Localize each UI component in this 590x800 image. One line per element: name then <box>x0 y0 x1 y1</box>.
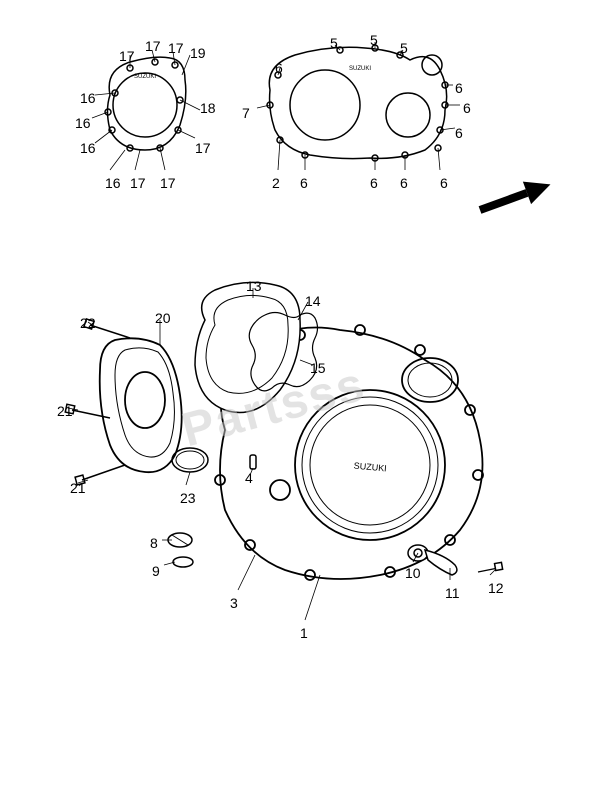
callout-number: 19 <box>190 45 206 61</box>
callout-number: 10 <box>405 565 421 581</box>
callout-number: 22 <box>80 315 96 331</box>
filler-cap <box>168 533 193 567</box>
callout-number: 16 <box>80 140 96 156</box>
callout-number: 6 <box>300 175 308 191</box>
bracket <box>100 338 182 472</box>
callout-number: 11 <box>445 585 460 601</box>
callout-number: 23 <box>180 490 196 506</box>
callout-number: 6 <box>440 175 448 191</box>
callout-number: 4 <box>245 470 253 486</box>
svg-text:SUZUKI: SUZUKI <box>349 66 371 72</box>
callout-number: 17 <box>119 48 135 64</box>
secondary-cover <box>195 282 300 412</box>
callout-number: 9 <box>152 563 160 579</box>
callout-number: 6 <box>275 60 283 76</box>
callout-number: 21 <box>57 403 73 419</box>
callout-number: 16 <box>75 115 91 131</box>
callout-number: 6 <box>463 100 471 116</box>
callout-number: 6 <box>455 125 463 141</box>
svg-text:SUZUKI: SUZUKI <box>134 74 156 80</box>
callout-number: 21 <box>70 480 86 496</box>
callout-number: 5 <box>370 32 378 48</box>
parts-diagram-container: SUZUKI SUZUKI <box>0 0 590 800</box>
callout-number: 6 <box>455 80 463 96</box>
callout-number: 15 <box>310 360 326 376</box>
callout-number: 17 <box>130 175 146 191</box>
release-arm <box>408 545 503 575</box>
dowel-pin <box>250 455 256 469</box>
callout-number: 6 <box>370 175 378 191</box>
callout-number: 5 <box>330 35 338 51</box>
callout-number: 14 <box>305 293 321 309</box>
callout-number: 6 <box>400 175 408 191</box>
callout-number: 17 <box>195 140 211 156</box>
callout-number: 17 <box>160 175 176 191</box>
callout-number: 3 <box>230 595 238 611</box>
callout-number: 16 <box>105 175 121 191</box>
callout-number: 2 <box>272 175 280 191</box>
callout-number: 12 <box>488 580 504 596</box>
callout-number: 17 <box>145 38 161 54</box>
callout-number: 13 <box>246 278 262 294</box>
svg-text:SUZUKI: SUZUKI <box>353 461 387 474</box>
callout-number: 16 <box>80 90 96 106</box>
callout-number: 1 <box>300 625 308 641</box>
callout-number: 7 <box>242 105 250 121</box>
callout-number: 17 <box>168 40 184 56</box>
direction-arrow <box>476 173 555 221</box>
callout-number: 20 <box>155 310 171 326</box>
large-cover-outline-group: SUZUKI <box>267 45 448 161</box>
callout-number: 5 <box>400 40 408 56</box>
callout-number: 18 <box>200 100 216 116</box>
small-cover-group: SUZUKI <box>105 57 186 151</box>
o-ring <box>172 448 208 472</box>
callout-number: 8 <box>150 535 158 551</box>
